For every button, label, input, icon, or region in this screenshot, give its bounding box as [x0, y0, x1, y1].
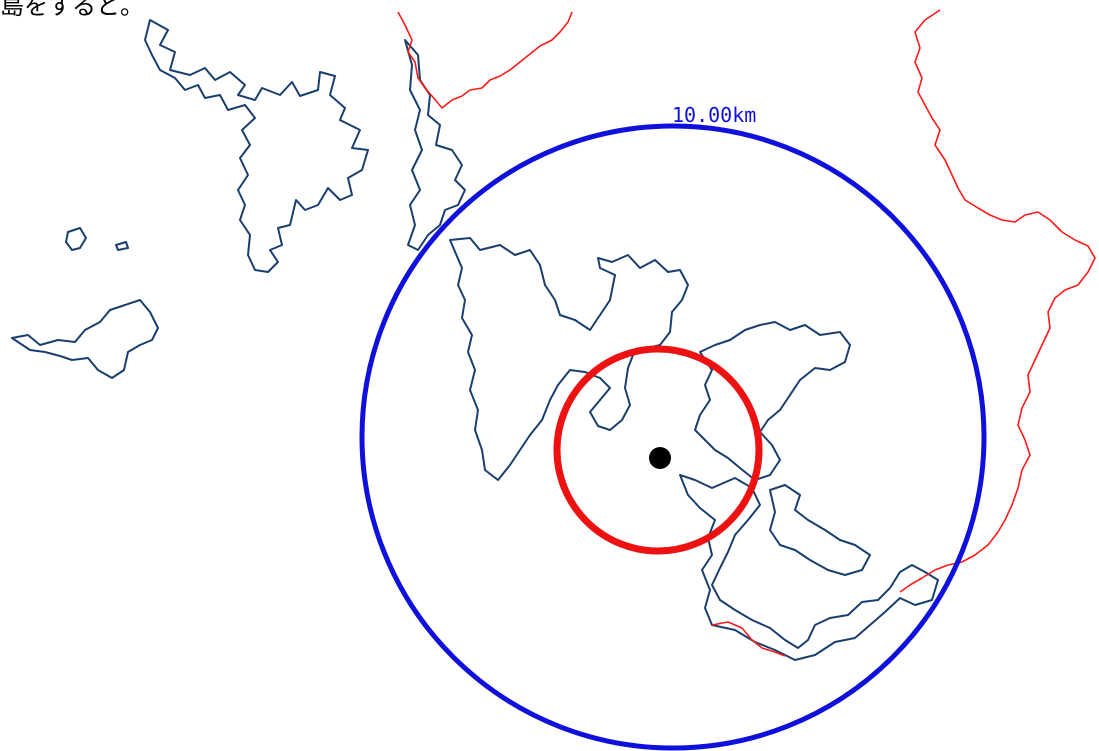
boundary-east — [899, 9, 1096, 593]
central-coastline-layer — [449, 237, 939, 661]
islet-small-coast — [115, 241, 129, 251]
boundary-north — [397, 11, 573, 109]
coastline-layer — [11, 19, 466, 379]
northern-island-coast — [144, 19, 369, 273]
boundary-layer — [397, 9, 1096, 657]
center-marker — [649, 447, 671, 469]
western-island-coast — [11, 299, 159, 379]
central-east-coast — [694, 321, 851, 481]
central-south-coast — [679, 474, 939, 661]
caption-text: 島をすると。 — [0, 0, 144, 20]
central-west-coast — [449, 237, 689, 481]
islet-west-coast — [65, 227, 87, 251]
channel-island-coast — [404, 39, 466, 251]
scale-label: 10.00km — [672, 103, 756, 127]
south-islets-coast — [769, 484, 871, 576]
outer-range-circle — [359, 123, 987, 751]
boundary-south — [711, 621, 786, 657]
inner-range-circle — [553, 345, 763, 555]
